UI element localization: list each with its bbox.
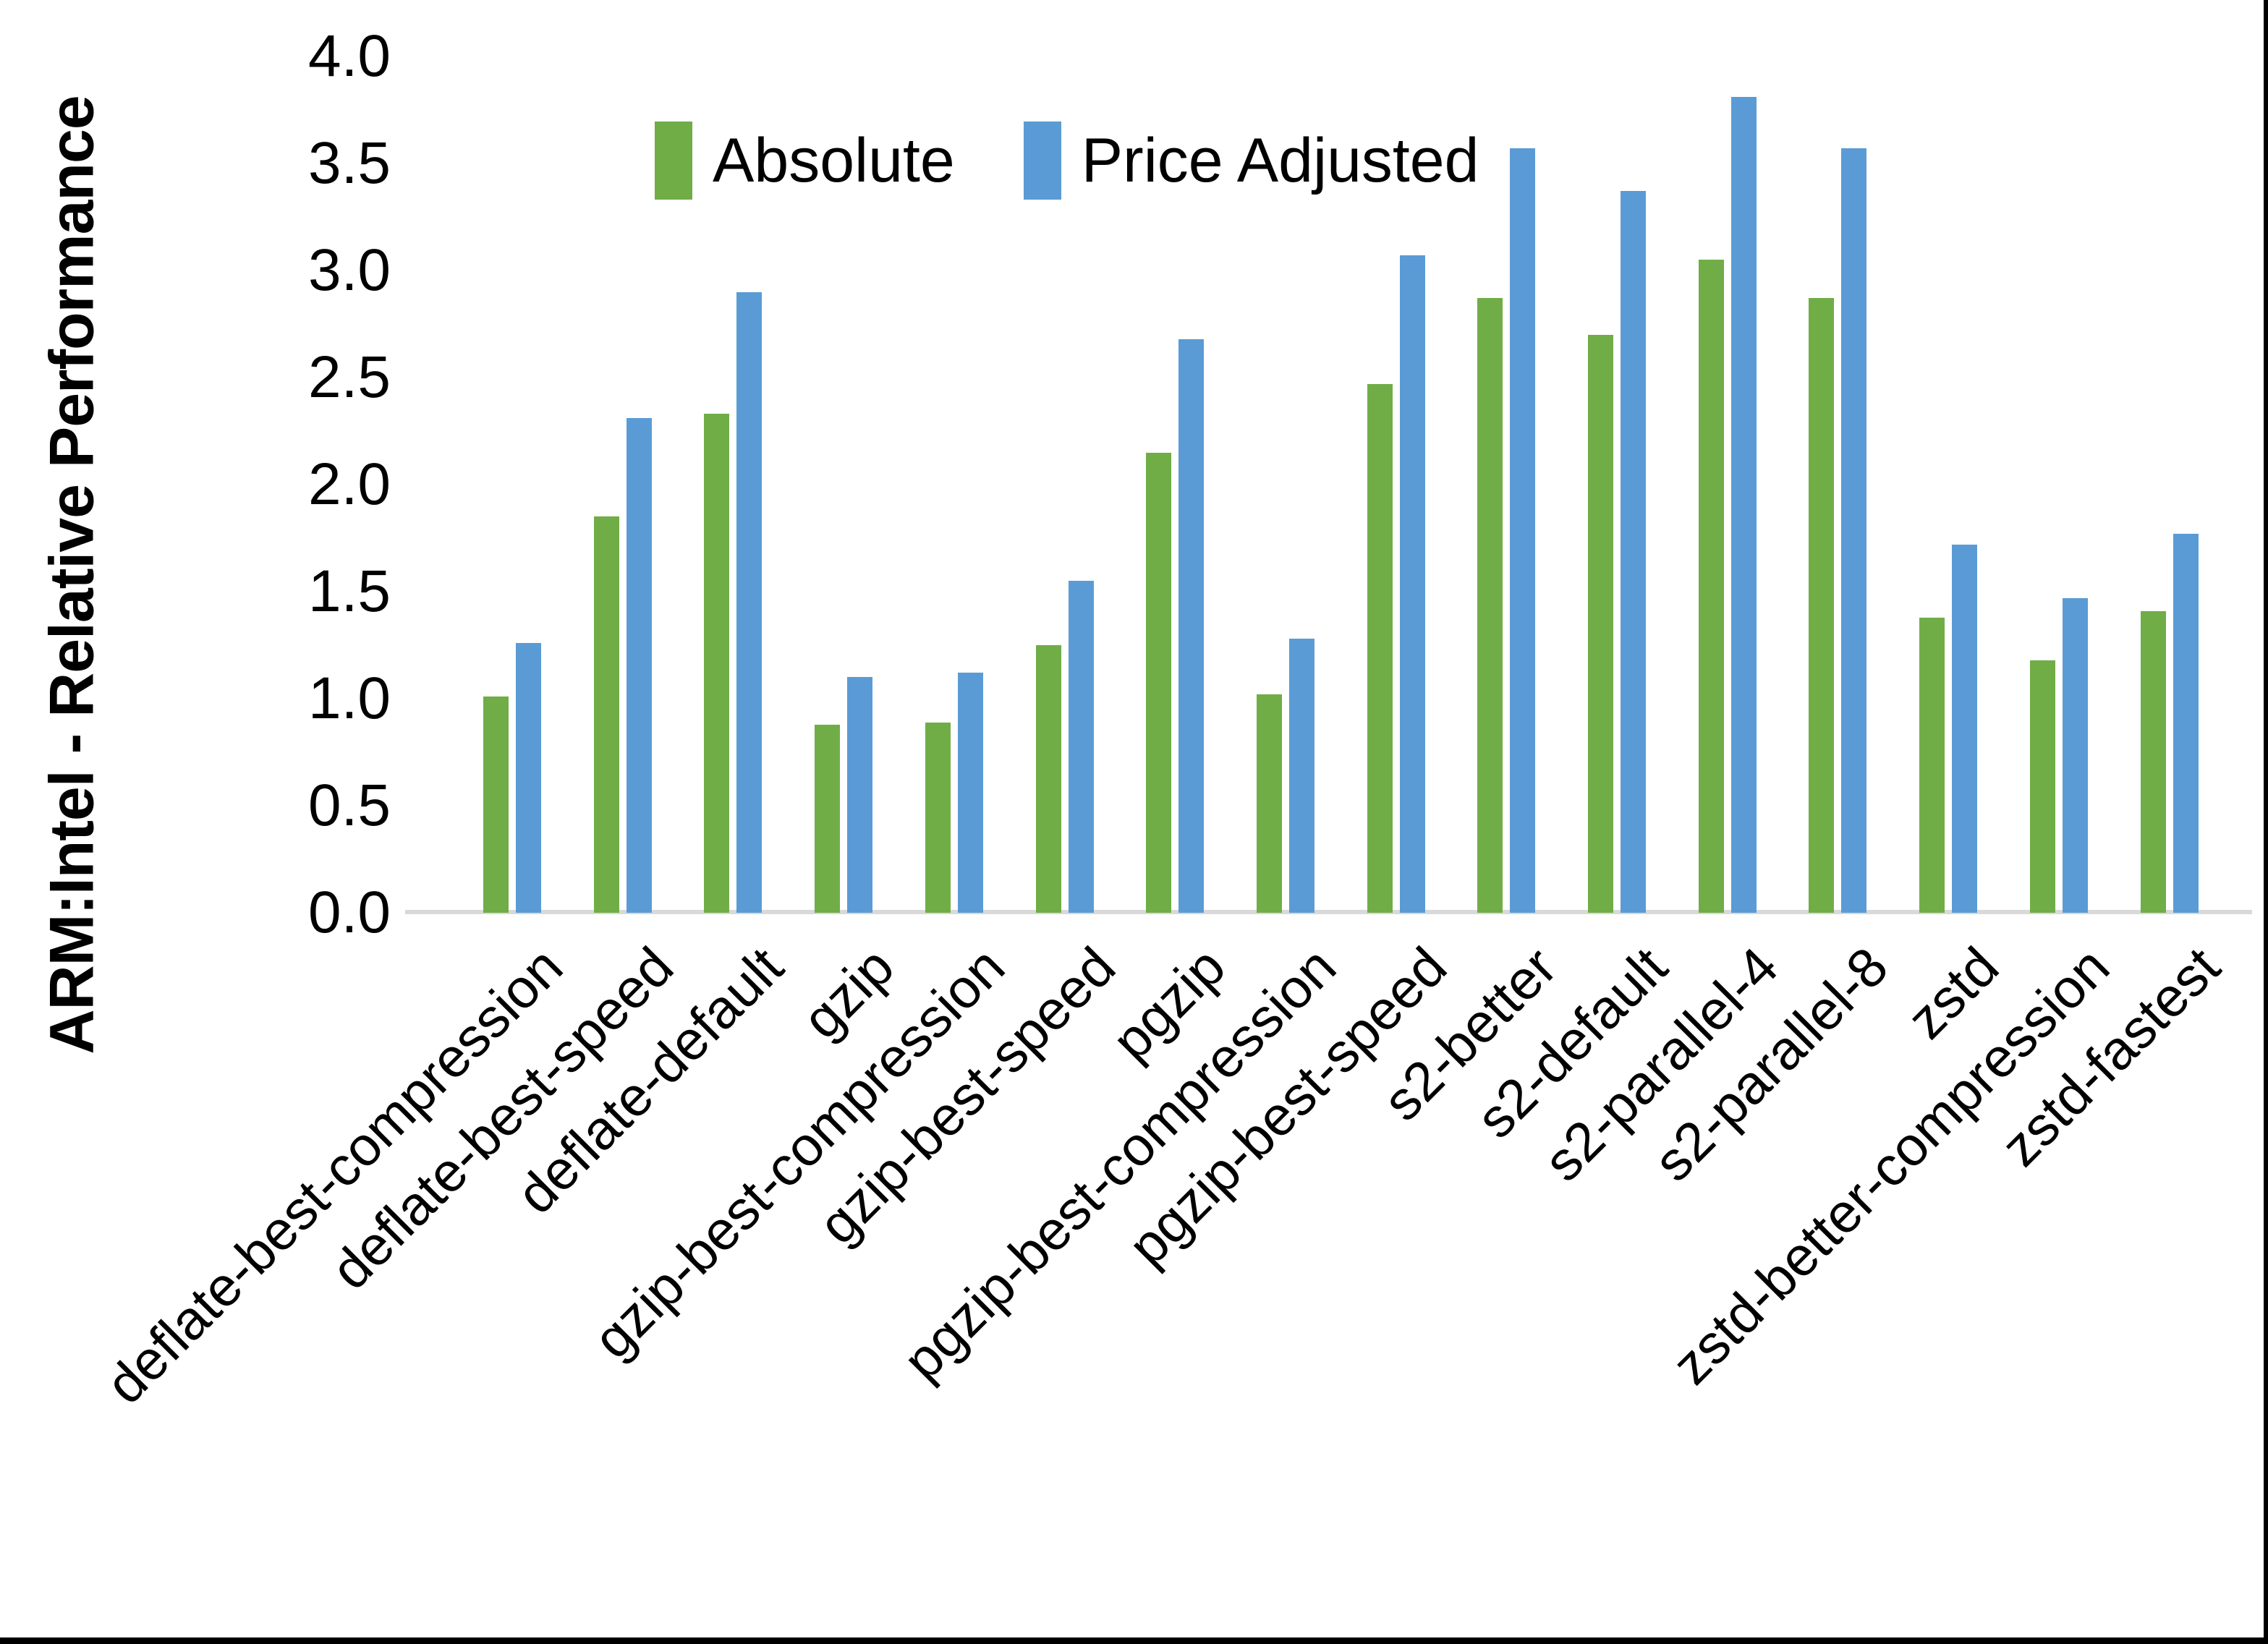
- y-tick-label: 1.0: [308, 665, 391, 731]
- legend-label-absolute: Absolute: [713, 125, 955, 195]
- x-axis-line: [405, 910, 2252, 914]
- bar-absolute: [1919, 618, 1945, 913]
- bar-price-adjusted: [627, 418, 652, 913]
- bar-absolute: [483, 697, 509, 913]
- bar-price-adjusted: [1178, 339, 1204, 913]
- bar-absolute: [1477, 298, 1503, 913]
- y-tick-label: 2.5: [308, 344, 391, 410]
- right-border: [2264, 0, 2268, 1644]
- bar-absolute: [815, 725, 840, 913]
- y-tick-label: 3.0: [308, 237, 391, 303]
- bar-absolute: [1809, 298, 1834, 913]
- bottom-border: [0, 1637, 2268, 1644]
- bar-absolute: [1036, 645, 1061, 913]
- bar-absolute: [1146, 453, 1171, 913]
- legend-swatch-price-adjusted: [1023, 122, 1061, 200]
- bar-price-adjusted: [1400, 255, 1425, 913]
- bar-absolute: [925, 723, 951, 913]
- y-axis-title: ARM:Intel - Relative Performance: [37, 95, 107, 1055]
- legend-item-absolute: Absolute: [655, 122, 955, 200]
- bar-price-adjusted: [1510, 148, 1535, 913]
- bar-price-adjusted: [847, 677, 872, 913]
- bar-price-adjusted: [516, 643, 541, 913]
- bar-price-adjusted: [1841, 148, 1866, 913]
- y-tick-label: 0.0: [308, 880, 391, 945]
- bar-absolute: [2030, 660, 2055, 913]
- bar-absolute: [1588, 335, 1613, 913]
- y-tick-label: 4.0: [308, 23, 391, 89]
- bar-price-adjusted: [1069, 581, 1094, 913]
- y-tick-label: 0.5: [308, 772, 391, 838]
- bar-price-adjusted: [736, 292, 762, 913]
- bar-absolute: [1257, 694, 1282, 913]
- bar-price-adjusted: [958, 673, 983, 913]
- y-tick-label: 3.5: [308, 130, 391, 196]
- bar-absolute: [1699, 260, 1724, 913]
- bar-price-adjusted: [2173, 534, 2199, 913]
- legend-swatch-absolute: [655, 122, 692, 200]
- legend-item-price-adjusted: Price Adjusted: [1023, 122, 1479, 200]
- bar-absolute: [704, 414, 729, 913]
- bar-price-adjusted: [1952, 545, 1977, 913]
- y-tick-label: 1.5: [308, 558, 391, 624]
- bar-price-adjusted: [1289, 639, 1314, 913]
- legend-label-price-adjusted: Price Adjusted: [1081, 125, 1479, 195]
- legend: Absolute Price Adjusted: [655, 122, 1479, 200]
- bar-absolute: [594, 516, 619, 913]
- y-tick-label: 2.0: [308, 451, 391, 517]
- bar-price-adjusted: [1731, 97, 1757, 913]
- bar-price-adjusted: [1621, 191, 1646, 913]
- bar-price-adjusted: [2063, 598, 2088, 913]
- bar-absolute: [1367, 384, 1393, 913]
- bar-absolute: [2141, 611, 2166, 913]
